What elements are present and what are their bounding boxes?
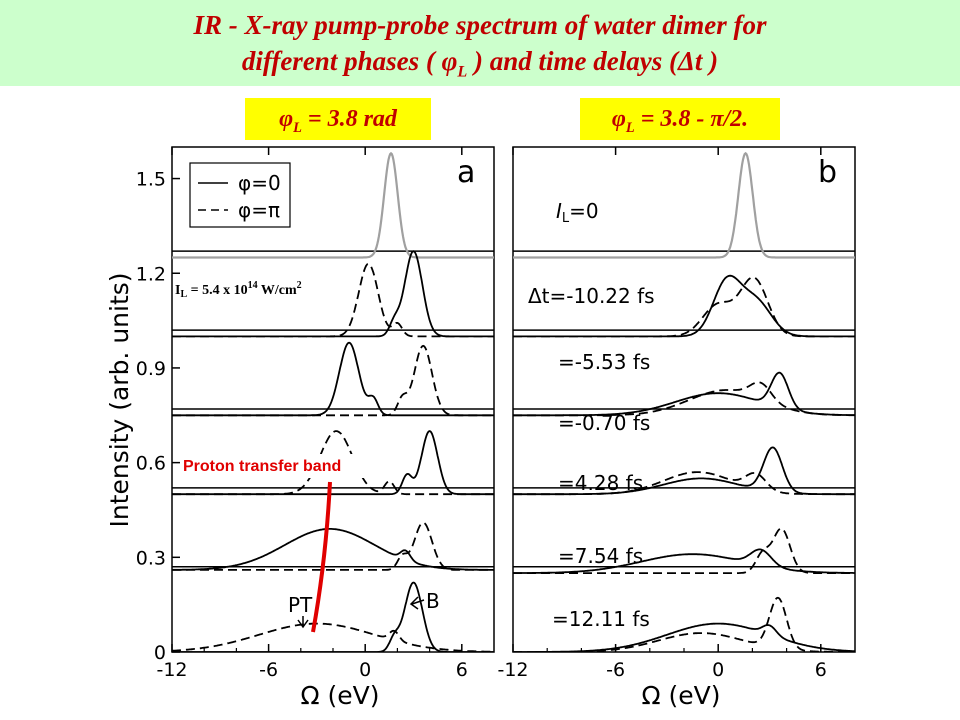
- spectrum-line-phi-pi: [172, 622, 494, 652]
- y-tick-label: 0.9: [136, 358, 166, 380]
- spectrum-line-phi-pi: [172, 344, 494, 417]
- pt-arrow: [297, 616, 309, 629]
- x-axis-label-b: Ω (eV): [641, 681, 720, 710]
- x-tick-label: -6: [606, 659, 625, 681]
- y-tick-label: 0.6: [136, 453, 166, 475]
- phase-tag-b-sub: L: [625, 119, 635, 136]
- spectrum-line-reference: [172, 151, 494, 259]
- panel-label-b: b: [818, 155, 837, 190]
- legend-box: [189, 162, 291, 228]
- phase-tag-b-phi: φ: [611, 106, 626, 132]
- y-tick-label: 0.3: [136, 547, 166, 569]
- x-tick-label: -6: [259, 659, 278, 681]
- x-tick-label: 6: [815, 659, 827, 681]
- spectrum-line-phi-0: [172, 528, 494, 571]
- il-zero-label: IL=0: [556, 199, 599, 226]
- title-line-2-post: t ): [694, 46, 719, 76]
- il-zero-post: =0: [569, 199, 598, 223]
- panel-b: -12 -6 0 6: [497, 146, 856, 681]
- phase-tag-b: φL = 3.8 - π/2.: [580, 98, 780, 140]
- panel-label-a: a: [457, 155, 475, 190]
- legend-solid-label: φ=0: [238, 171, 281, 195]
- x-axis-label-a: Ω (eV): [300, 681, 379, 710]
- proton-band-label-bg: [180, 454, 400, 478]
- title-line-2-mid: ) and time delays (: [467, 46, 678, 76]
- intensity-note-post: W/cm: [258, 283, 297, 298]
- spectrum-line-phi-pi: [513, 596, 855, 652]
- phase-tag-a: φL = 3.8 rad: [245, 98, 431, 140]
- y-tick-label: 1.2: [136, 263, 166, 285]
- phase-tag-a-sub: L: [293, 119, 302, 136]
- x-tick-label: -12: [497, 659, 528, 681]
- phase-tag-a-phi: φ: [279, 106, 294, 132]
- delay-label: =-5.53 fs: [558, 350, 650, 374]
- spectrum-line-phi-0: [513, 548, 855, 574]
- delay-label: =4.28 fs: [558, 471, 643, 495]
- panel-a: -12 -6 0 6 0 0.3 0.6 0.9 1.2 1.5: [136, 146, 495, 681]
- phi-symbol: φ: [441, 46, 458, 76]
- delay-label: =-0.70 fs: [558, 411, 650, 435]
- intensity-note-sup2: 2: [297, 280, 302, 291]
- spectrum-line-phi-pi: [513, 381, 855, 417]
- intensity-note-mid: = 5.4 x 10: [187, 283, 247, 298]
- title-line-2: different phases ( φL ) and time delays …: [0, 46, 960, 86]
- b-arrow: [409, 596, 425, 610]
- spectrum-line-phi-pi: [172, 521, 494, 571]
- spectrum-line-phi-0: [172, 581, 494, 652]
- il-zero-pre: I: [556, 199, 562, 223]
- il-zero-sub: L: [562, 211, 570, 226]
- x-tick-label: 6: [456, 659, 468, 681]
- delta-symbol: Δ: [677, 46, 695, 76]
- legend-dashed-label: φ=π: [238, 198, 280, 222]
- spectrum-line-phi-pi: [513, 276, 855, 338]
- y-tick-label: 1.5: [136, 169, 166, 191]
- intensity-note-sub: L: [180, 289, 187, 300]
- x-tick-label: -12: [156, 659, 187, 681]
- y-axis-label: Intensity (arb. units): [105, 272, 134, 527]
- b-label: B: [426, 589, 440, 613]
- title-line-1: IR - X-ray pump-probe spectrum of water …: [193, 10, 767, 40]
- spectrum-line-reference: [513, 151, 855, 259]
- title-banner: IR - X-ray pump-probe spectrum of water …: [0, 0, 960, 86]
- delay-label: =12.11 fs: [552, 607, 650, 631]
- x-tick-label: 0: [712, 659, 724, 681]
- y-tick-label: 0: [154, 642, 166, 664]
- phi-sub: L: [457, 62, 468, 81]
- intensity-note-sup: 14: [248, 280, 258, 291]
- delay-label: Δt=-10.22 fs: [528, 284, 655, 308]
- spectrum-line-phi-pi: [513, 471, 855, 496]
- phase-tag-a-value: = 3.8 rad: [301, 106, 397, 132]
- spectrum-line-phi-pi: [513, 527, 855, 574]
- proton-band-arrow: [311, 481, 332, 633]
- phase-tag-b-value: = 3.8 - π/2.: [634, 106, 749, 132]
- spectrum-line-phi-0: [172, 341, 494, 417]
- proton-band-label: Proton transfer band: [183, 458, 341, 475]
- spectrum-line-phi-0: [172, 430, 494, 496]
- delay-label: =7.54 fs: [558, 544, 643, 568]
- intensity-note: IL = 5.4 x 1014 W/cm2: [175, 280, 302, 300]
- title-line-2-pre: different phases (: [241, 46, 435, 76]
- pt-label: PT: [288, 593, 313, 617]
- spectrum-line-phi-pi: [172, 262, 494, 338]
- x-tick-label: 0: [359, 659, 371, 681]
- intensity-note-pre: I: [175, 283, 180, 298]
